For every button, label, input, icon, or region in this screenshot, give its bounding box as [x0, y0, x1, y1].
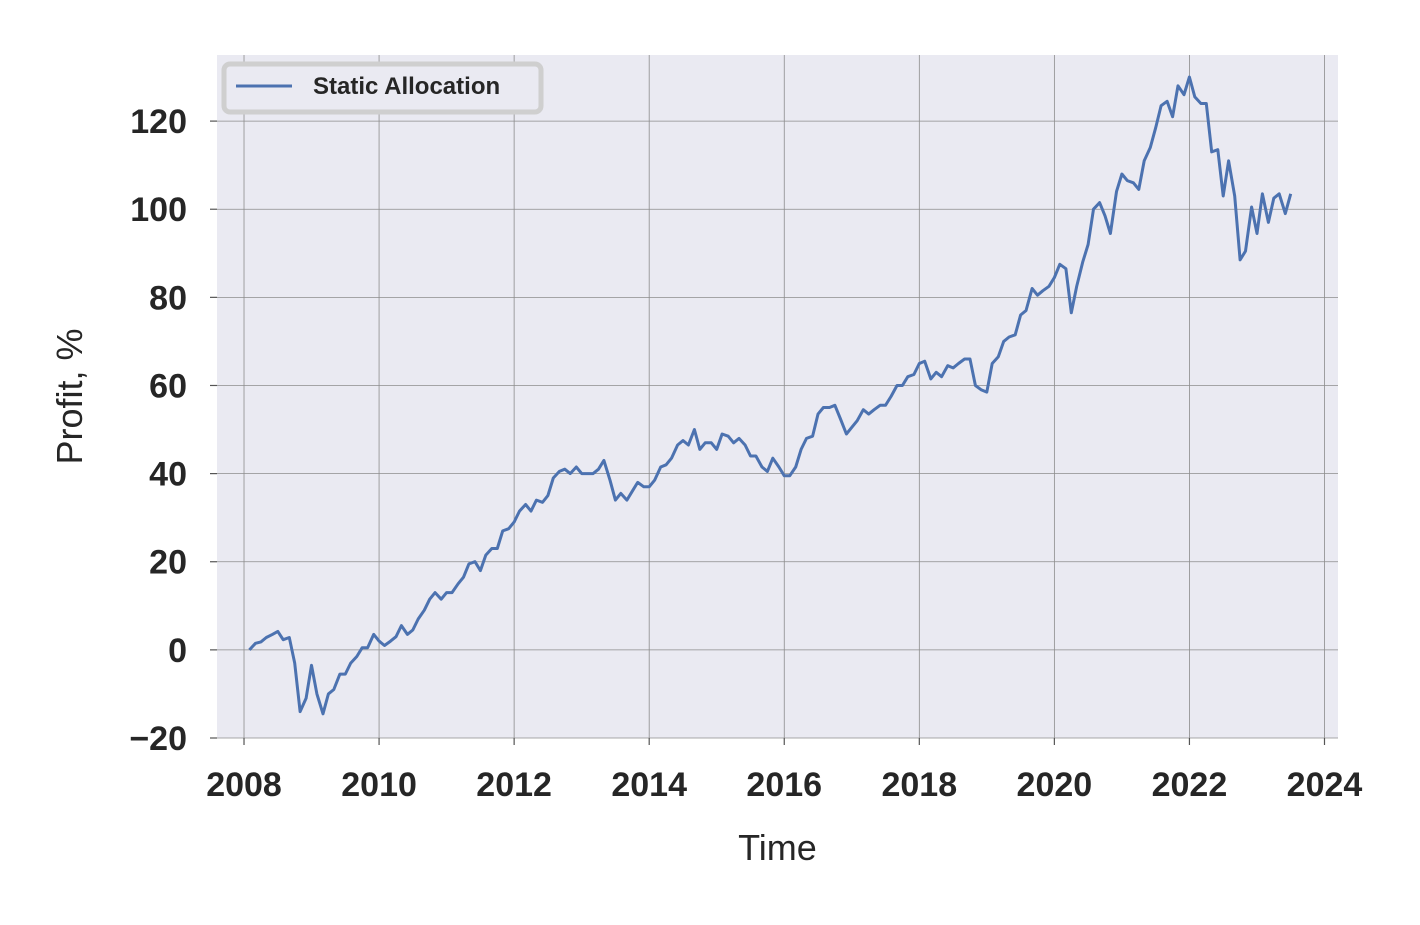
- legend-box: [221, 61, 544, 115]
- x-tick-label: 2024: [1287, 766, 1363, 804]
- x-tick-label: 2020: [1017, 766, 1093, 804]
- y-tick-label: 60: [149, 367, 187, 405]
- x-tick-label: 2012: [476, 766, 552, 804]
- y-tick-label: 20: [149, 544, 187, 582]
- x-tick-label: 2022: [1152, 766, 1228, 804]
- y-tick-label: 120: [130, 103, 187, 141]
- x-tick-label: 2016: [746, 766, 822, 804]
- grid: [217, 55, 1338, 739]
- x-tick-label: 2018: [881, 766, 957, 804]
- y-tick-label: 80: [149, 279, 187, 317]
- y-tick-label: 40: [149, 456, 187, 494]
- legend: Static Allocation: [221, 61, 544, 115]
- x-tick-label: 2008: [206, 766, 282, 804]
- series-layer: [248, 75, 1293, 716]
- series-line-static-allocation: [248, 75, 1293, 716]
- y-tick-label: 100: [130, 191, 187, 229]
- x-axis-title: Time: [738, 827, 817, 868]
- x-tick-label: 2014: [611, 766, 687, 804]
- x-tick-label: 2010: [341, 766, 417, 804]
- y-axis-title: Profit, %: [49, 328, 90, 464]
- y-tick-label: 0: [168, 632, 187, 670]
- y-axis: −20 0 20 40 60 80 100 120: [129, 103, 217, 758]
- legend-label-static-allocation: Static Allocation: [313, 73, 500, 100]
- plot-area: [217, 55, 1338, 738]
- y-tick-label: −20: [129, 720, 187, 758]
- x-axis: 2008 2010 2012 2014 2016 2018 2020 2022 2024: [206, 738, 1362, 804]
